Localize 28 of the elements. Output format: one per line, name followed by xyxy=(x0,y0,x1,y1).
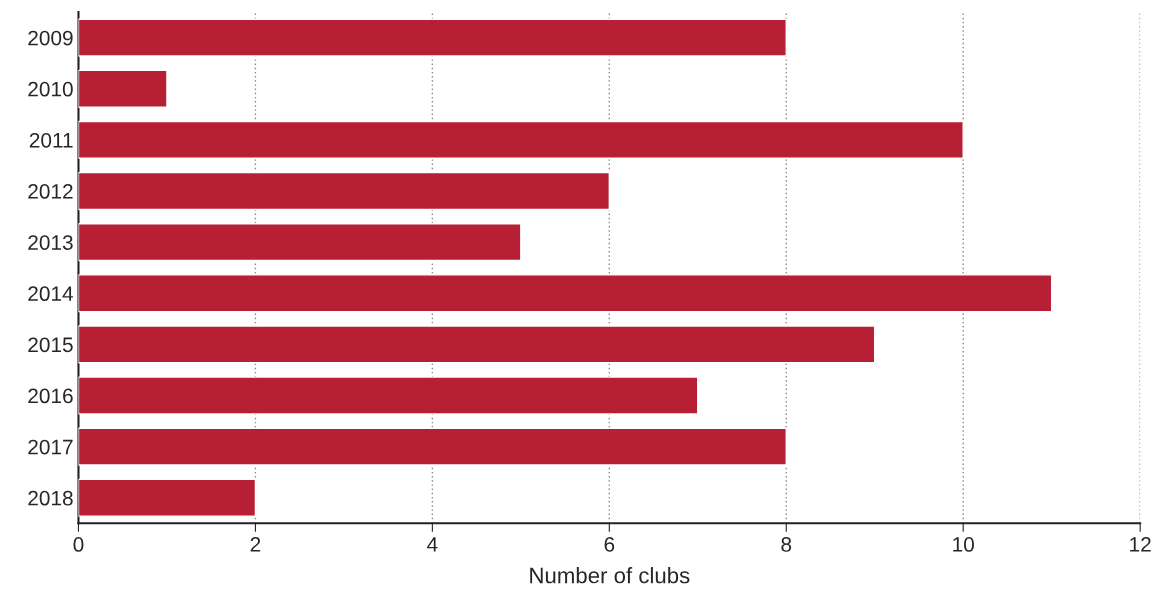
bar xyxy=(78,427,787,466)
y-tick-label: 2015 xyxy=(28,337,73,353)
bar xyxy=(78,18,787,57)
y-tick-label: 2016 xyxy=(28,388,73,404)
x-tick-label: 2 xyxy=(250,537,261,552)
x-tick-label: 0 xyxy=(73,537,84,552)
y-tick-label: 2011 xyxy=(29,132,73,148)
x-tick-label: 12 xyxy=(1130,537,1151,552)
x-tick-label: 8 xyxy=(781,537,792,552)
bar xyxy=(78,171,611,211)
bar xyxy=(78,376,699,415)
y-tick-label: 2017 xyxy=(28,439,73,455)
bar xyxy=(78,325,876,364)
bar xyxy=(78,274,1053,313)
bar xyxy=(78,478,257,517)
y-tick-label: 2013 xyxy=(28,235,73,250)
y-tick-label: 2009 xyxy=(28,30,73,46)
y-tick-label: 2014 xyxy=(28,286,74,302)
bar xyxy=(78,69,168,108)
x-axis-title: Number of clubs xyxy=(530,567,690,584)
bar xyxy=(78,223,522,262)
y-tick-label: 2010 xyxy=(28,81,73,97)
y-tick-label: 2018 xyxy=(28,490,73,506)
x-tick-label: 10 xyxy=(953,537,974,552)
y-tick-label: 2012 xyxy=(28,184,73,199)
x-tick-label: 4 xyxy=(427,537,438,552)
bar xyxy=(78,120,964,160)
x-tick-label: 6 xyxy=(604,537,615,552)
